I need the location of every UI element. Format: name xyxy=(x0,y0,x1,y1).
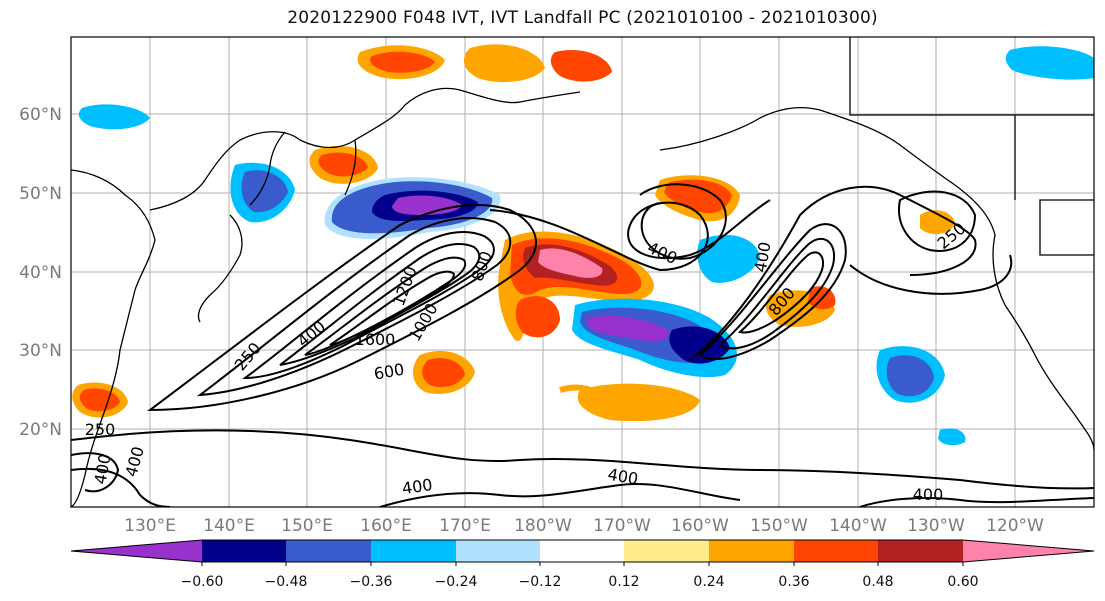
contour-line xyxy=(737,251,824,334)
contour-line xyxy=(146,204,537,412)
shade-region xyxy=(515,296,560,338)
contour-line xyxy=(639,183,727,260)
lat-tick-label: 20°N xyxy=(19,420,62,440)
colorbar-swatch xyxy=(709,540,794,562)
contour-line xyxy=(698,223,847,360)
lon-tick-label: 170°W xyxy=(593,516,651,536)
coastline xyxy=(149,87,461,211)
shade-region xyxy=(669,326,730,364)
lat-tick-label: 60°N xyxy=(19,105,62,125)
lon-tick-label: 130°E xyxy=(124,516,176,536)
lon-tick-label: 120°W xyxy=(986,516,1044,536)
lat-tick-label: 50°N xyxy=(19,184,62,204)
lon-tick-label: 160°W xyxy=(671,516,729,536)
colorbar-tick-label: 0.24 xyxy=(693,574,724,590)
colorbar-tick-label: −0.60 xyxy=(181,574,224,590)
colorbar-tick-label: 0.60 xyxy=(947,574,978,590)
contour-line xyxy=(489,199,771,272)
contour-line xyxy=(329,270,456,346)
colorbar-ticks: −0.60 −0.48 −0.36 −0.24 −0.12 0.12 0.24 0.36 0.4… xyxy=(181,562,979,590)
map-title: 2020122900 F048 IVT, IVT Landfall PC (20… xyxy=(287,8,878,28)
colorbar xyxy=(70,539,1095,563)
lon-tick-label: 140°W xyxy=(829,516,887,536)
colorbar-swatch xyxy=(794,540,878,562)
contour-line xyxy=(241,231,495,380)
contour-label: 400 xyxy=(913,485,944,504)
contour-line xyxy=(71,468,171,507)
coastline xyxy=(344,139,357,196)
shade-region xyxy=(886,355,934,397)
colorbar-swatch xyxy=(71,540,202,562)
colorbar-swatch xyxy=(202,540,286,562)
colorbar-tick-label: −0.48 xyxy=(265,574,308,590)
coastline xyxy=(954,184,1094,451)
colorbar-swatch xyxy=(286,540,371,562)
contour-line xyxy=(859,496,1094,507)
coastline xyxy=(659,107,956,186)
shade-region xyxy=(550,50,612,82)
colorbar-tick-label: 0.48 xyxy=(862,574,893,590)
shaded-field xyxy=(72,44,1094,446)
lon-tick-label: 160°E xyxy=(360,516,412,536)
lon-tick-label: 180°W xyxy=(514,516,572,536)
shade-region xyxy=(369,51,435,73)
lat-tick-label: 40°N xyxy=(19,263,62,283)
coastline xyxy=(197,214,243,323)
lon-tick-label: 150°W xyxy=(750,516,808,536)
coastline xyxy=(71,169,156,507)
contour-label: 1600 xyxy=(355,330,396,349)
shade-region xyxy=(463,44,545,83)
shade-region xyxy=(78,104,150,130)
lon-tick-label: 130°W xyxy=(907,516,965,536)
contour-line xyxy=(849,254,1013,295)
colorbar-tick-label: −0.36 xyxy=(350,574,393,590)
colorbar-tick-label: 0.36 xyxy=(778,574,809,590)
contour-line xyxy=(379,483,741,507)
contour-line xyxy=(196,217,512,397)
shade-region xyxy=(938,428,966,446)
shade-region xyxy=(422,357,465,388)
shade-region xyxy=(559,384,603,401)
colorbar-swatch xyxy=(963,540,1094,562)
shade-region xyxy=(577,383,700,422)
colorbar-swatch xyxy=(878,540,963,562)
coastline xyxy=(249,131,286,206)
colorbar-tick-label: −0.12 xyxy=(519,574,562,590)
colorbar-tick-label: 0.12 xyxy=(608,574,639,590)
lat-tick-label: 30°N xyxy=(19,341,62,361)
contour-line xyxy=(71,429,1094,490)
lon-axis: 130°E 140°E 150°E 160°E 170°E 180°W 170°W 160°W… xyxy=(124,516,1044,536)
map-frame xyxy=(70,36,1095,508)
coastline xyxy=(459,89,581,104)
contour-line xyxy=(898,190,977,252)
contour-label: 400 xyxy=(401,475,434,498)
coastline xyxy=(849,37,1094,116)
contour-line xyxy=(718,237,836,350)
coastline xyxy=(1039,199,1094,256)
gridlines xyxy=(71,37,1094,507)
colorbar-swatch xyxy=(624,540,709,562)
shade-region xyxy=(588,315,669,342)
colorbar-tick-label: −0.24 xyxy=(435,574,478,590)
colorbar-swatch xyxy=(540,540,624,562)
contour-line xyxy=(689,185,977,361)
lat-axis: 60°N 50°N 40°N 30°N 20°N xyxy=(19,105,62,440)
colorbar-swatch xyxy=(456,540,540,562)
colorbar-swatch xyxy=(371,540,456,562)
contour-label: 250 xyxy=(85,420,116,439)
coastlines xyxy=(71,37,1094,507)
lon-tick-label: 140°E xyxy=(203,516,255,536)
shade-region xyxy=(1005,46,1094,80)
lon-tick-label: 170°E xyxy=(439,516,491,536)
shade-region xyxy=(392,195,462,215)
shade-region xyxy=(538,248,603,278)
ivt-contours xyxy=(71,183,1094,507)
contour-line xyxy=(279,243,481,366)
lon-tick-label: 150°E xyxy=(281,516,333,536)
shade-region xyxy=(920,210,955,235)
